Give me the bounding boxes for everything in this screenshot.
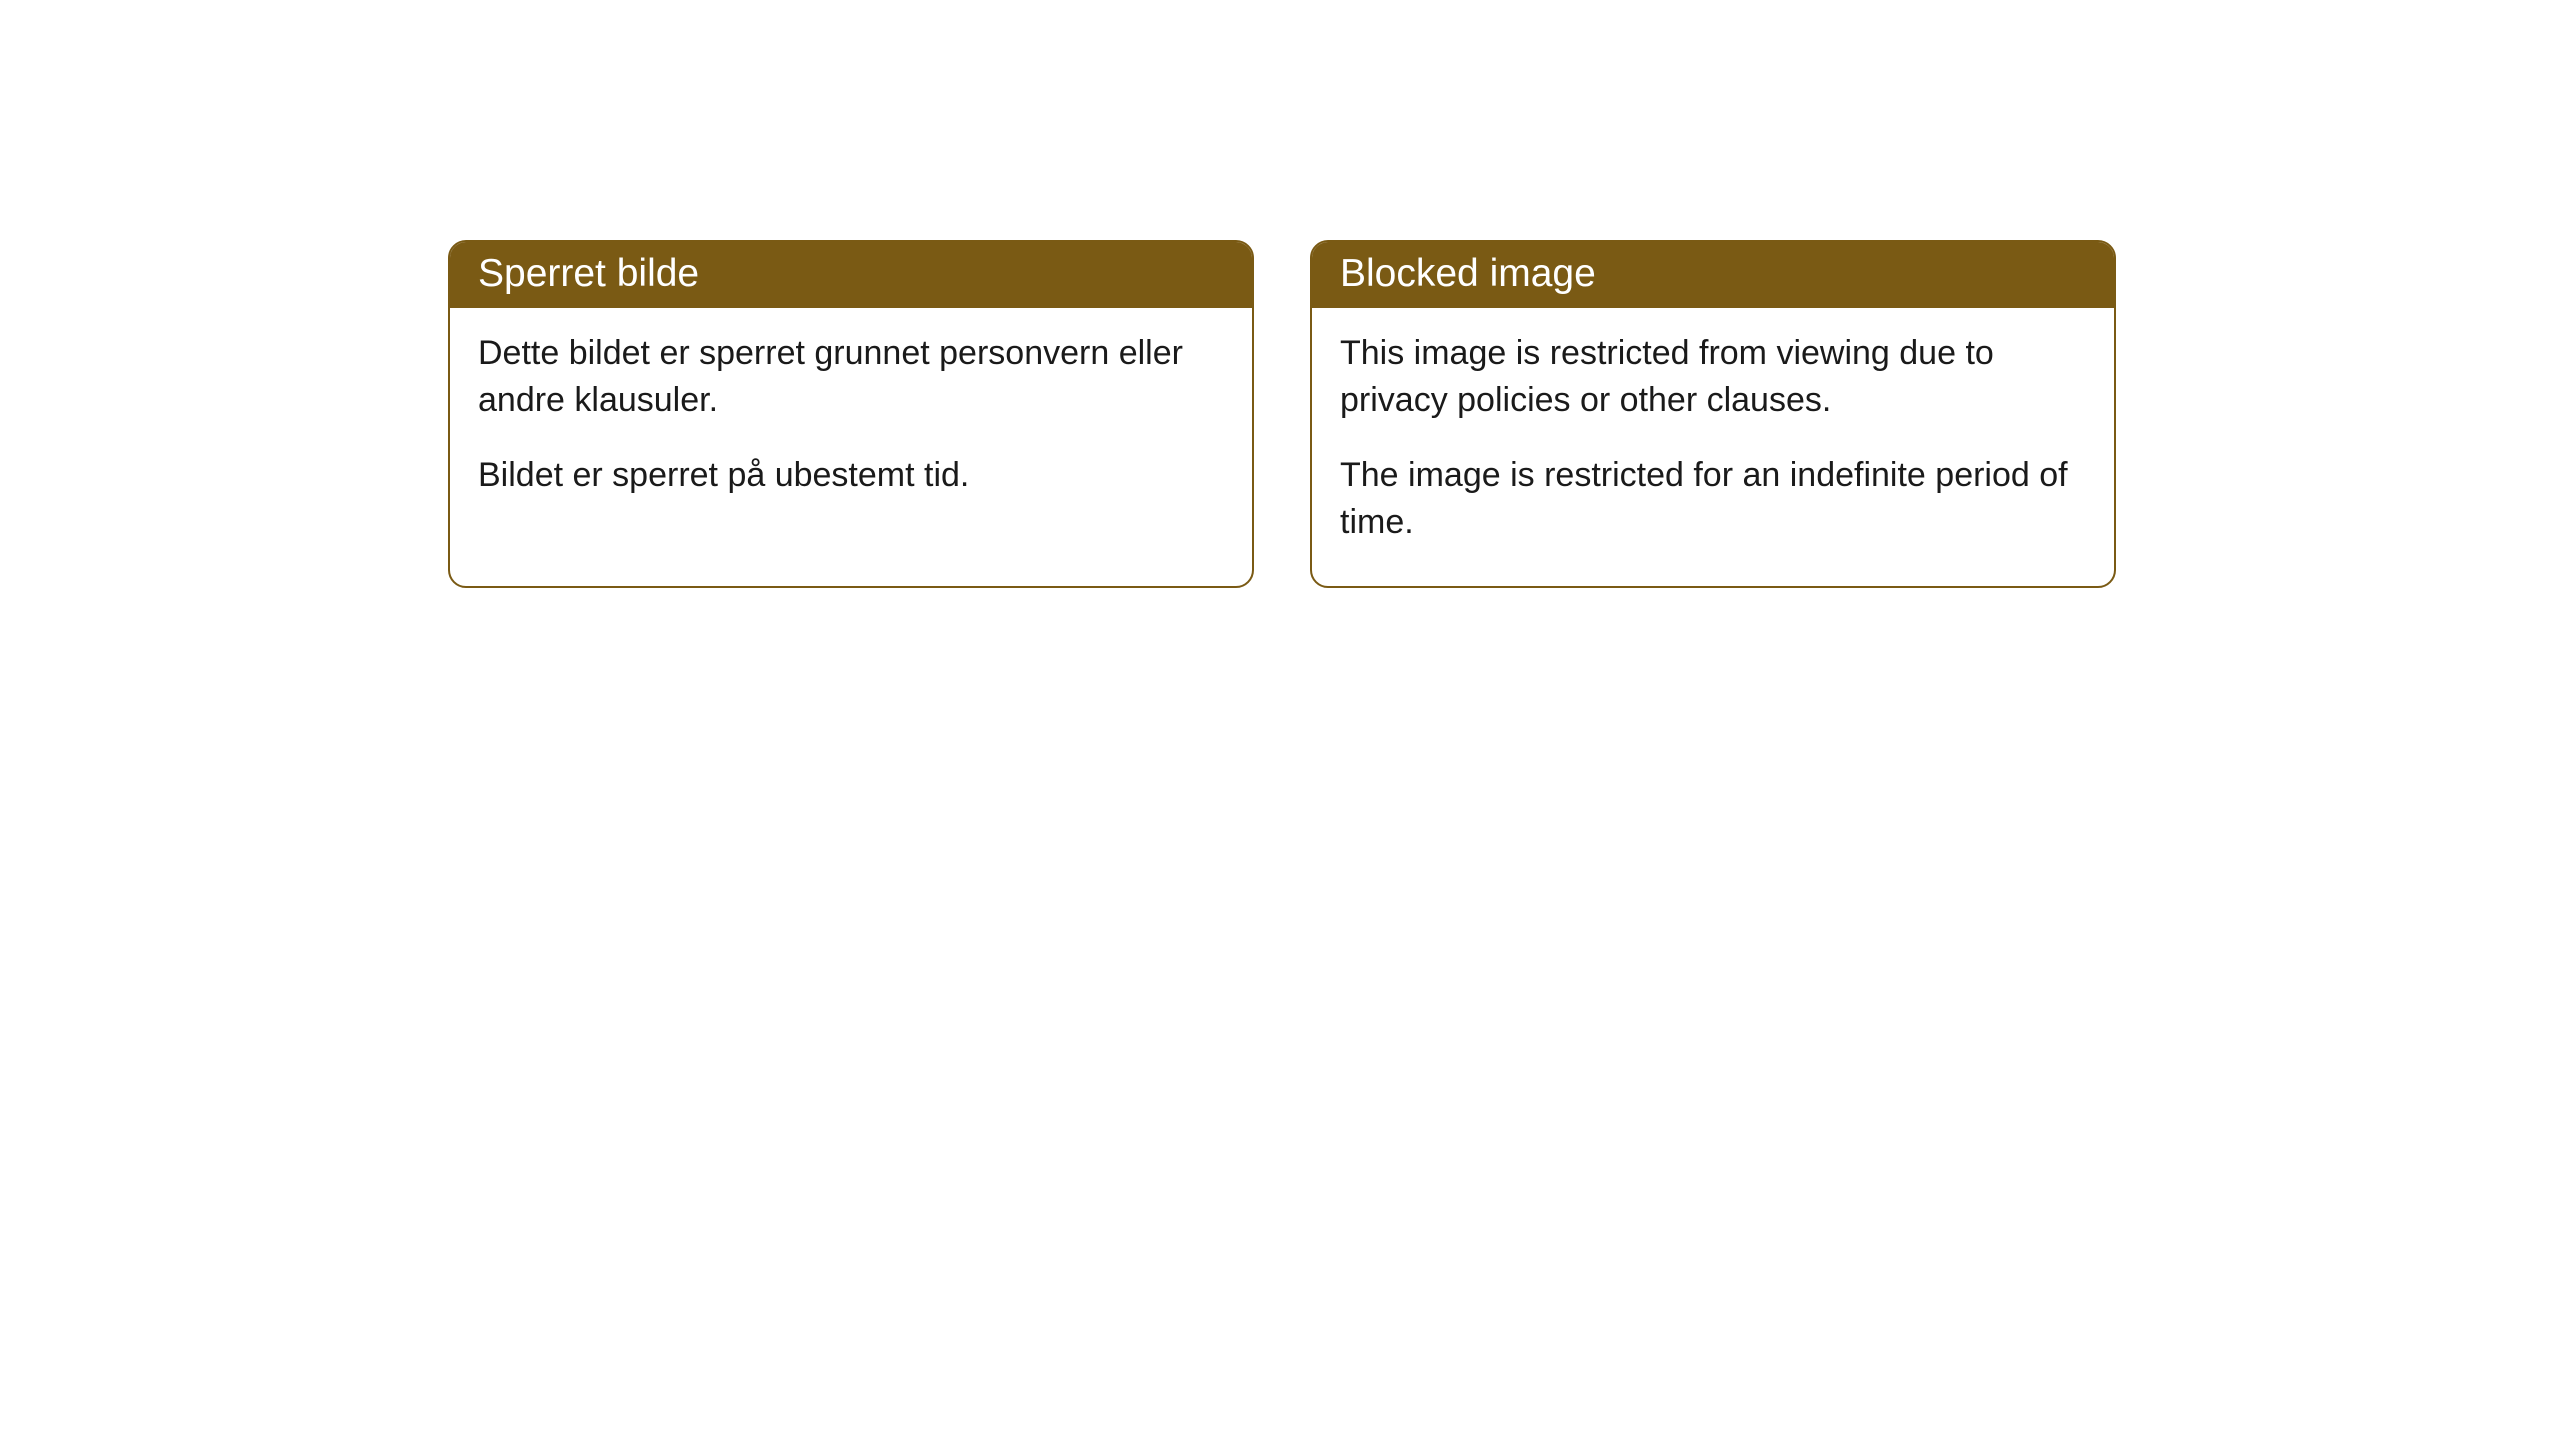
card-text-en-1: This image is restricted from viewing du…: [1340, 330, 2086, 424]
card-header-no: Sperret bilde: [450, 242, 1252, 308]
card-body-no: Dette bildet er sperret grunnet personve…: [450, 308, 1252, 539]
card-text-en-2: The image is restricted for an indefinit…: [1340, 452, 2086, 546]
blocked-image-card-en: Blocked image This image is restricted f…: [1310, 240, 2116, 588]
cards-container: Sperret bilde Dette bildet er sperret gr…: [448, 240, 2116, 588]
card-title-en: Blocked image: [1340, 252, 1596, 295]
card-header-en: Blocked image: [1312, 242, 2114, 308]
card-body-en: This image is restricted from viewing du…: [1312, 308, 2114, 586]
card-title-no: Sperret bilde: [478, 252, 699, 295]
blocked-image-card-no: Sperret bilde Dette bildet er sperret gr…: [448, 240, 1254, 588]
card-text-no-1: Dette bildet er sperret grunnet personve…: [478, 330, 1224, 424]
card-text-no-2: Bildet er sperret på ubestemt tid.: [478, 452, 1224, 499]
